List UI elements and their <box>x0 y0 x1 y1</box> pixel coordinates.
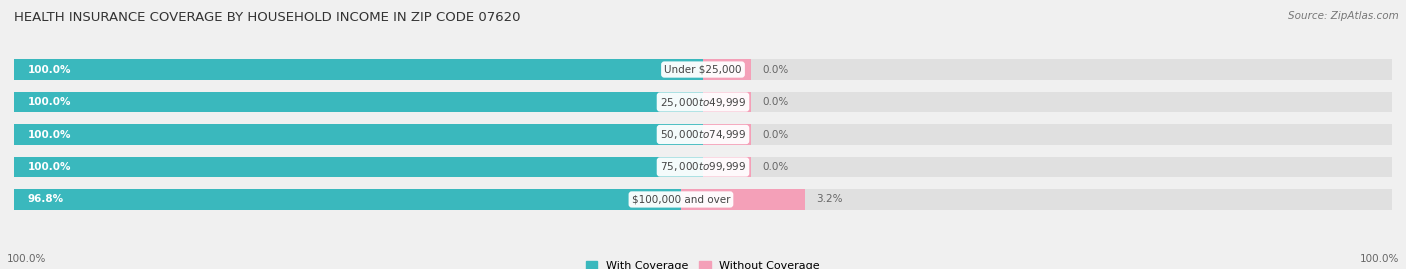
Bar <box>14 157 1392 177</box>
Bar <box>703 157 751 177</box>
Bar <box>703 92 751 112</box>
Text: 100.0%: 100.0% <box>28 65 72 75</box>
Text: $100,000 and over: $100,000 and over <box>631 194 730 204</box>
Text: 3.2%: 3.2% <box>815 194 842 204</box>
Text: $25,000 to $49,999: $25,000 to $49,999 <box>659 95 747 108</box>
Legend: With Coverage, Without Coverage: With Coverage, Without Coverage <box>582 256 824 269</box>
Bar <box>14 189 1392 210</box>
Bar <box>703 59 751 80</box>
Text: 0.0%: 0.0% <box>762 162 789 172</box>
Text: 100.0%: 100.0% <box>28 97 72 107</box>
Bar <box>681 189 806 210</box>
Text: 96.8%: 96.8% <box>28 194 63 204</box>
Text: 100.0%: 100.0% <box>1360 254 1399 264</box>
Bar <box>14 125 1392 144</box>
Bar <box>703 125 751 144</box>
Bar <box>14 157 703 177</box>
Text: $75,000 to $99,999: $75,000 to $99,999 <box>659 161 747 174</box>
Text: 100.0%: 100.0% <box>28 129 72 140</box>
Bar <box>14 92 1392 112</box>
Text: 0.0%: 0.0% <box>762 65 789 75</box>
Bar <box>14 189 681 210</box>
Bar <box>14 59 1392 80</box>
Text: 100.0%: 100.0% <box>7 254 46 264</box>
Text: Under $25,000: Under $25,000 <box>664 65 742 75</box>
Text: 0.0%: 0.0% <box>762 129 789 140</box>
Bar <box>14 92 703 112</box>
Text: $50,000 to $74,999: $50,000 to $74,999 <box>659 128 747 141</box>
Bar <box>14 59 703 80</box>
Bar <box>14 125 703 144</box>
Text: HEALTH INSURANCE COVERAGE BY HOUSEHOLD INCOME IN ZIP CODE 07620: HEALTH INSURANCE COVERAGE BY HOUSEHOLD I… <box>14 11 520 24</box>
Text: 100.0%: 100.0% <box>28 162 72 172</box>
Text: Source: ZipAtlas.com: Source: ZipAtlas.com <box>1288 11 1399 21</box>
Text: 0.0%: 0.0% <box>762 97 789 107</box>
